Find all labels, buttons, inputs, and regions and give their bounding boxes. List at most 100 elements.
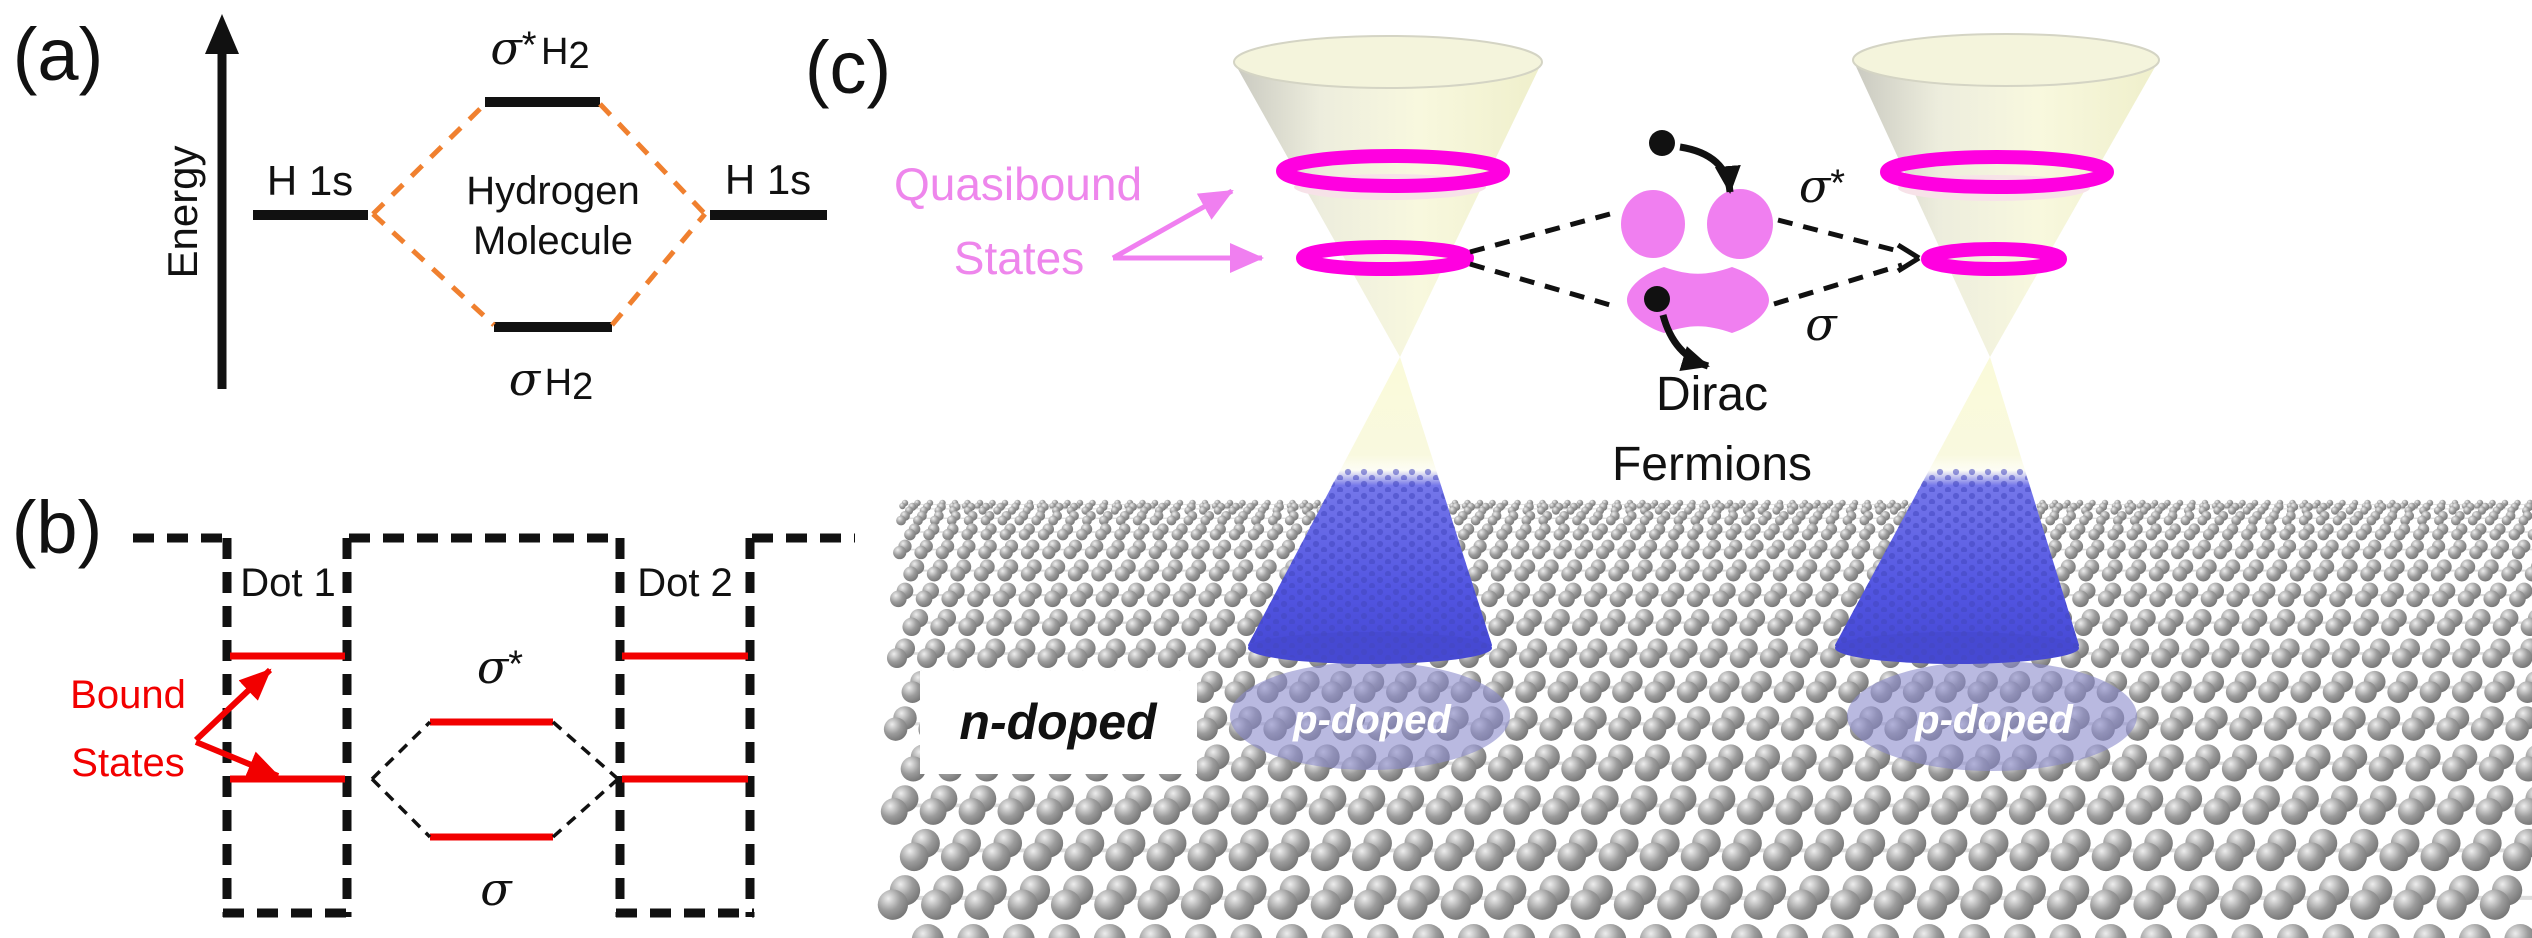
lattice-atom	[2045, 515, 2056, 526]
lattice-atom	[1639, 842, 1669, 872]
lattice-atom	[1020, 545, 1035, 560]
lattice-atom	[1515, 528, 1527, 541]
lattice-atom	[2145, 528, 2158, 541]
lattice-atom	[2331, 647, 2352, 669]
lattice-atom	[1537, 566, 1553, 582]
lattice-atom	[986, 617, 1005, 637]
lattice-atom	[1819, 566, 1835, 582]
lattice-atom	[2248, 515, 2258, 526]
lattice-atom	[1351, 842, 1381, 872]
lattice-atom	[1191, 545, 1205, 560]
h1s-left-label: H 1s	[266, 157, 354, 204]
quasibound-label-line1: Quasibound	[893, 158, 1143, 210]
lattice-atom	[1845, 842, 1874, 872]
lattice-atom	[1749, 566, 1765, 582]
panel-a-energy-diagram	[205, 14, 827, 389]
lattice-atom	[1020, 566, 1036, 582]
lattice-atom	[2329, 590, 2346, 608]
lattice-atom	[2175, 590, 2192, 608]
lattice-atom	[2413, 924, 2446, 938]
lattice-atom	[2054, 566, 2070, 582]
lattice-atom	[2102, 617, 2121, 637]
lattice-atom	[2225, 681, 2248, 703]
p-doped-region-left	[1230, 662, 1510, 770]
lattice-atom	[1487, 515, 1498, 526]
lattice-atom	[2263, 889, 2294, 920]
lattice-atom	[2290, 681, 2313, 703]
lattice-atom	[940, 842, 970, 872]
lattice-atom	[1789, 590, 1807, 608]
lattice-atom	[1549, 647, 1570, 669]
lattice-atom	[1127, 647, 1148, 669]
lattice-atom	[2502, 842, 2532, 872]
p-doped-region-right	[1847, 661, 2137, 771]
lattice-atom	[1619, 798, 1647, 825]
quasibound-label-line2: States	[953, 232, 1085, 284]
lattice-atom	[2317, 528, 2330, 541]
lattice-atom	[1114, 528, 1126, 541]
lattice-atom	[2242, 506, 2251, 515]
sigma-star-h2-label: σ* H2	[490, 20, 590, 78]
lattice-atom	[977, 647, 998, 669]
lattice-atom	[1872, 545, 1887, 560]
lattice-atom	[941, 590, 959, 608]
lattice-atom	[1854, 756, 1881, 782]
lattice-atom	[1169, 545, 1184, 560]
lattice-atom	[1067, 566, 1083, 582]
lattice-atom	[930, 617, 949, 637]
lattice-atom	[2341, 545, 2355, 560]
lattice-atom	[1968, 842, 1998, 872]
lattice-atom	[2241, 528, 2253, 541]
lattice-atom	[2505, 717, 2529, 741]
lattice-atom	[1217, 515, 1228, 526]
lattice-atom	[1572, 617, 1591, 637]
lattice-atom	[1488, 617, 1507, 637]
lattice-atom	[1821, 924, 1854, 938]
lattice-atom	[2349, 889, 2381, 920]
lattice-atom	[1048, 924, 1081, 938]
sigma-star-hybrid-label: σ*	[476, 640, 524, 694]
lattice-atom	[1064, 842, 1093, 872]
lattice-atom	[1581, 798, 1608, 825]
lattice-atom	[2366, 515, 2377, 526]
lattice-atom	[1891, 756, 1917, 782]
lattice-atom	[993, 506, 1002, 515]
lattice-atom	[2090, 889, 2121, 920]
lattice-atom	[2242, 566, 2258, 582]
hydrogen-molecule-line2: Molecule	[472, 219, 634, 263]
dot2-label: Dot 2	[637, 561, 733, 605]
lattice-atom	[2405, 756, 2431, 782]
lattice-atom	[1627, 617, 1647, 637]
panel-c-label: (c)	[804, 26, 892, 109]
lattice-atom	[2008, 798, 2036, 825]
lattice-atom	[1743, 889, 1775, 920]
lattice-atom	[2185, 756, 2211, 782]
lattice-atom	[2477, 566, 2493, 582]
lattice-atom	[1095, 590, 1113, 608]
lattice-atom	[2297, 617, 2316, 637]
lattice-atom	[1018, 590, 1036, 608]
lattice-atom	[1037, 647, 1058, 669]
lattice-atom	[1791, 515, 1802, 526]
lattice-atom	[2417, 515, 2427, 526]
lattice-atom	[1542, 798, 1569, 825]
lattice-atom	[1958, 924, 1991, 938]
lattice-atom	[1198, 590, 1216, 608]
lattice-atom	[902, 617, 921, 637]
lattice-atom	[1736, 798, 1764, 825]
lattice-atom	[2277, 545, 2291, 560]
lattice-atom	[1766, 545, 1780, 560]
lattice-atom	[1082, 515, 1092, 526]
lattice-atom	[2447, 545, 2462, 560]
lattice-atom	[2171, 545, 2185, 560]
lattice-atom	[2489, 528, 2502, 541]
lattice-atom	[2094, 924, 2127, 938]
lattice-atom	[1613, 889, 1645, 920]
lattice-atom	[1481, 590, 1498, 608]
mixing-line-bottom-right	[610, 212, 707, 327]
lattice-atom	[1490, 566, 1506, 582]
lattice-atom	[2163, 515, 2174, 526]
lattice-atom	[1448, 506, 1458, 515]
lattice-atom	[2518, 515, 2529, 526]
